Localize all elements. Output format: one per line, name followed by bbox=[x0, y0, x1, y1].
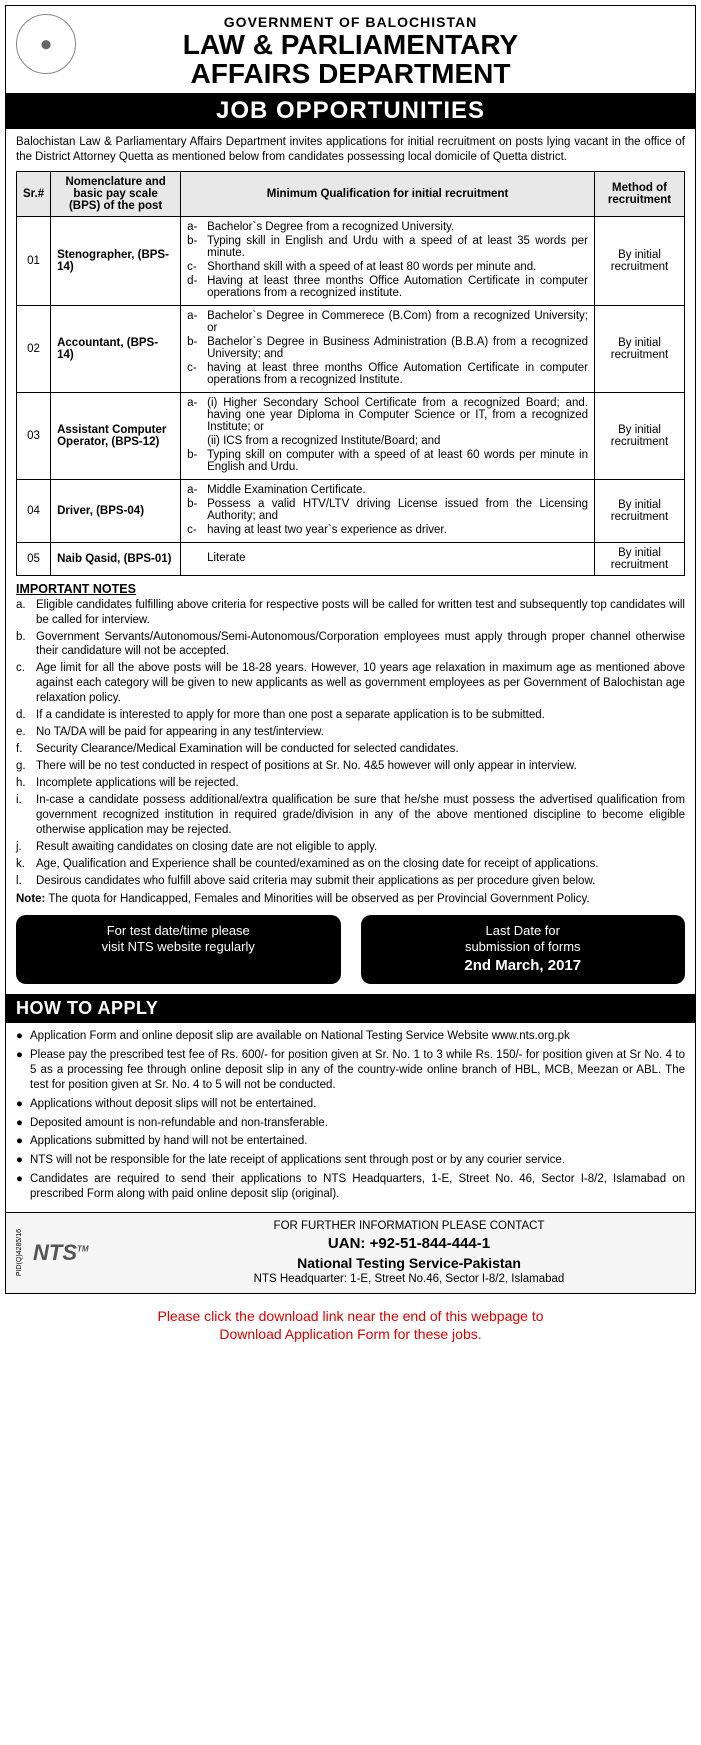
cell-post: Naib Qasid, (BPS-01) bbox=[51, 542, 181, 575]
cell-sr: 05 bbox=[17, 542, 51, 575]
nts-logo: NTSTM bbox=[33, 1240, 123, 1266]
howto-item: NTS will not be responsible for the late… bbox=[30, 1153, 685, 1168]
cell-qual: Literate bbox=[181, 542, 595, 575]
th-sr: Sr.# bbox=[17, 171, 51, 216]
job-opportunities-bar: JOB OPPORTUNITIES bbox=[6, 93, 695, 129]
howto-item: Candidates are required to send their ap… bbox=[30, 1172, 685, 1202]
howto-bar: HOW TO APPLY bbox=[6, 994, 695, 1023]
cell-post: Accountant, (BPS-14) bbox=[51, 305, 181, 392]
cell-qual: a-Bachelor`s Degree from a recognized Un… bbox=[181, 216, 595, 305]
table-row: 03Assistant Computer Operator, (BPS-12)a… bbox=[17, 392, 685, 479]
table-header-row: Sr.# Nomenclature and basic pay scale (B… bbox=[17, 171, 685, 216]
jobs-table: Sr.# Nomenclature and basic pay scale (B… bbox=[16, 171, 685, 576]
table-row: 05Naib Qasid, (BPS-01)LiterateBy initial… bbox=[17, 542, 685, 575]
howto-item: Application Form and online deposit slip… bbox=[30, 1029, 685, 1044]
test-date-box: For test date/time please visit NTS webs… bbox=[16, 915, 341, 984]
howto-item: Please pay the prescribed test fee of Rs… bbox=[30, 1048, 685, 1093]
dept-line1: LAW & PARLIAMENTARY bbox=[16, 30, 685, 59]
note-item: k.Age, Qualification and Experience shal… bbox=[16, 857, 685, 872]
black-boxes: For test date/time please visit NTS webs… bbox=[6, 911, 695, 988]
note-item: l.Desirous candidates who fulfill above … bbox=[16, 874, 685, 889]
download-note: Please click the download link near the … bbox=[0, 1299, 701, 1351]
cell-post: Assistant Computer Operator, (BPS-12) bbox=[51, 392, 181, 479]
note-item: b.Government Servants/Autonomous/Semi-Au… bbox=[16, 630, 685, 660]
cell-sr: 01 bbox=[17, 216, 51, 305]
cell-post: Driver, (BPS-04) bbox=[51, 479, 181, 542]
note-item: d.If a candidate is interested to apply … bbox=[16, 708, 685, 723]
cell-method: By initial recruitment bbox=[595, 216, 685, 305]
th-qual: Minimum Qualification for initial recrui… bbox=[181, 171, 595, 216]
cell-post: Stenographer, (BPS-14) bbox=[51, 216, 181, 305]
th-post: Nomenclature and basic pay scale (BPS) o… bbox=[51, 171, 181, 216]
note-item: j.Result awaiting candidates on closing … bbox=[16, 840, 685, 855]
note-item: a.Eligible candidates fulfilling above c… bbox=[16, 598, 685, 628]
gov-logo: ⬤ bbox=[16, 14, 76, 74]
gov-line: GOVERNMENT OF BALOCHISTAN bbox=[16, 14, 685, 30]
cell-sr: 04 bbox=[17, 479, 51, 542]
footer-info: FOR FURTHER INFORMATION PLEASE CONTACT U… bbox=[133, 1219, 685, 1287]
dept-line2: AFFAIRS DEPARTMENT bbox=[16, 59, 685, 88]
note-item: i.In-case a candidate possess additional… bbox=[16, 793, 685, 838]
cell-qual: a-Bachelor`s Degree in Commerece (B.Com)… bbox=[181, 305, 595, 392]
note-item: h.Incomplete applications will be reject… bbox=[16, 776, 685, 791]
cell-method: By initial recruitment bbox=[595, 392, 685, 479]
note-item: g.There will be no test conducted in res… bbox=[16, 759, 685, 774]
note-item: f.Security Clearance/Medical Examination… bbox=[16, 742, 685, 757]
job-advertisement: ⬤ GOVERNMENT OF BALOCHISTAN LAW & PARLIA… bbox=[5, 5, 696, 1294]
howto-item: Applications submitted by hand will not … bbox=[30, 1134, 685, 1149]
table-row: 02Accountant, (BPS-14)a-Bachelor`s Degre… bbox=[17, 305, 685, 392]
footer: PID(Q)4285/16 NTSTM FOR FURTHER INFORMAT… bbox=[6, 1212, 695, 1293]
cell-method: By initial recruitment bbox=[595, 479, 685, 542]
notes-title: IMPORTANT NOTES bbox=[16, 582, 685, 596]
cell-method: By initial recruitment bbox=[595, 542, 685, 575]
last-date-box: Last Date for submission of forms 2nd Ma… bbox=[361, 915, 686, 984]
note-quota: Note: The quota for Handicapped, Females… bbox=[6, 891, 695, 911]
howto-list: Application Form and online deposit slip… bbox=[6, 1023, 695, 1212]
howto-item: Applications without deposit slips will … bbox=[30, 1097, 685, 1112]
cell-qual: a-(i) Higher Secondary School Certificat… bbox=[181, 392, 595, 479]
cell-sr: 03 bbox=[17, 392, 51, 479]
cell-qual: a-Middle Examination Certificate.b-Posse… bbox=[181, 479, 595, 542]
cell-method: By initial recruitment bbox=[595, 305, 685, 392]
note-item: c.Age limit for all the above posts will… bbox=[16, 661, 685, 706]
pid: PID(Q)4285/16 bbox=[16, 1229, 23, 1276]
intro-text: Balochistan Law & Parliamentary Affairs … bbox=[6, 129, 695, 171]
notes-list: a.Eligible candidates fulfilling above c… bbox=[6, 598, 695, 889]
table-row: 01Stenographer, (BPS-14)a-Bachelor`s Deg… bbox=[17, 216, 685, 305]
cell-sr: 02 bbox=[17, 305, 51, 392]
table-row: 04Driver, (BPS-04)a-Middle Examination C… bbox=[17, 479, 685, 542]
th-method: Method of recruitment bbox=[595, 171, 685, 216]
note-item: e.No TA/DA will be paid for appearing in… bbox=[16, 725, 685, 740]
howto-item: Deposited amount is non-refundable and n… bbox=[30, 1116, 685, 1131]
header: ⬤ GOVERNMENT OF BALOCHISTAN LAW & PARLIA… bbox=[6, 6, 695, 93]
